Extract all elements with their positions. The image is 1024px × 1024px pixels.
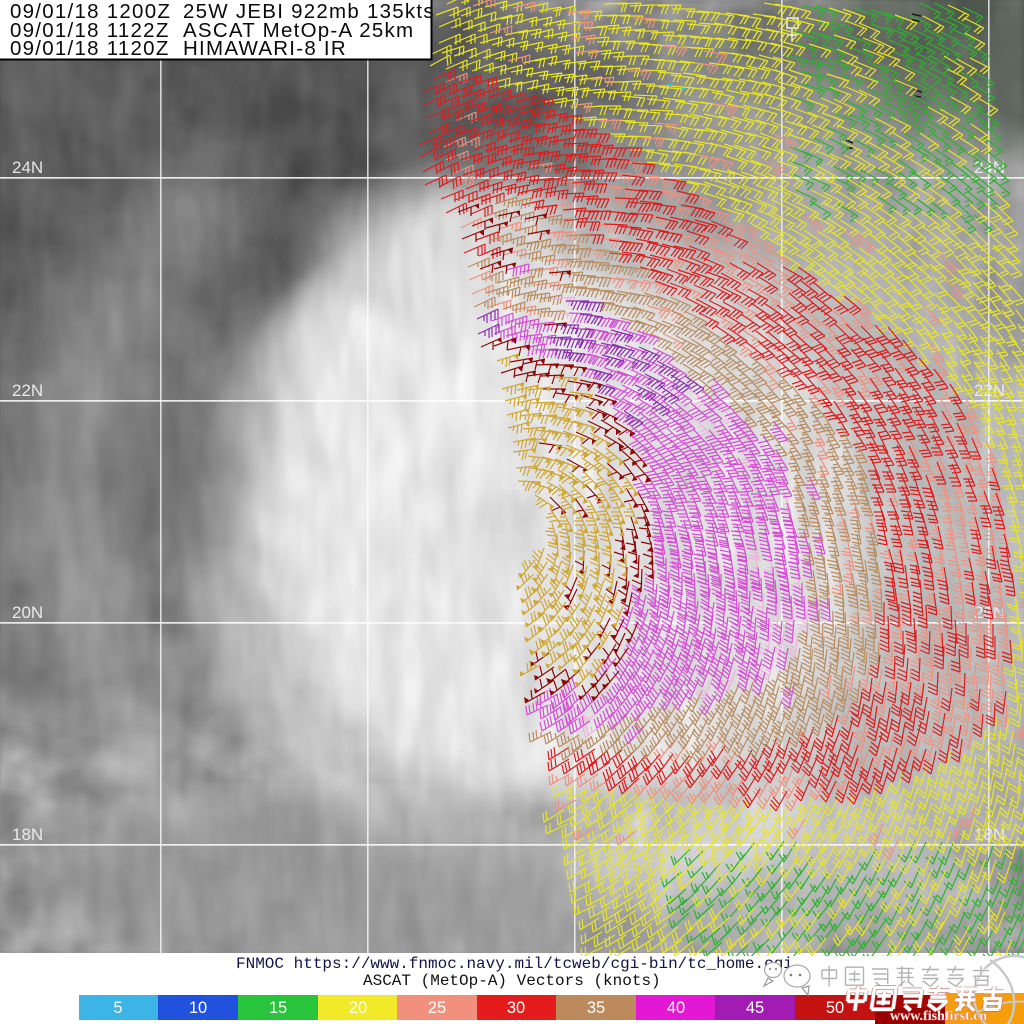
svg-text:35: 35 (587, 999, 605, 1017)
svg-text:5: 5 (113, 999, 122, 1017)
svg-text:30: 30 (507, 999, 525, 1017)
svg-text:25: 25 (428, 999, 446, 1017)
svg-text:18N: 18N (12, 825, 43, 844)
svg-text:50: 50 (826, 999, 844, 1017)
svg-text:09/01/18 1200Z: 09/01/18 1200Z (10, 0, 171, 23)
svg-text:15: 15 (269, 999, 287, 1017)
svg-text:09/01/18 1122Z: 09/01/18 1122Z (10, 19, 170, 42)
svg-text:10: 10 (189, 999, 207, 1017)
svg-text:FNMOC https://www.fnmoc.navy.m: FNMOC https://www.fnmoc.navy.mil/tcweb/c… (236, 955, 793, 973)
svg-text:25W JEBI 922mb 135kts: 25W JEBI 922mb 135kts (183, 0, 435, 23)
svg-text:40: 40 (667, 999, 685, 1017)
svg-text:09/01/18 1120Z: 09/01/18 1120Z (10, 37, 170, 60)
svg-text:www.fishfirst.cn: www.fishfirst.cn (890, 1009, 987, 1024)
svg-text:20: 20 (349, 999, 367, 1017)
svg-text:24N: 24N (12, 158, 43, 177)
svg-text:HIMAWARI-8 IR: HIMAWARI-8 IR (183, 37, 347, 60)
svg-text:20N: 20N (12, 603, 43, 622)
svg-text:45: 45 (746, 999, 764, 1017)
svg-text:ASCAT (MetOp-A) Vectors (knots: ASCAT (MetOp-A) Vectors (knots) (363, 972, 661, 990)
svg-text:22N: 22N (12, 381, 43, 400)
svg-text:22N: 22N (974, 381, 1005, 400)
svg-text:ASCAT MetOp-A 25km: ASCAT MetOp-A 25km (183, 19, 414, 42)
